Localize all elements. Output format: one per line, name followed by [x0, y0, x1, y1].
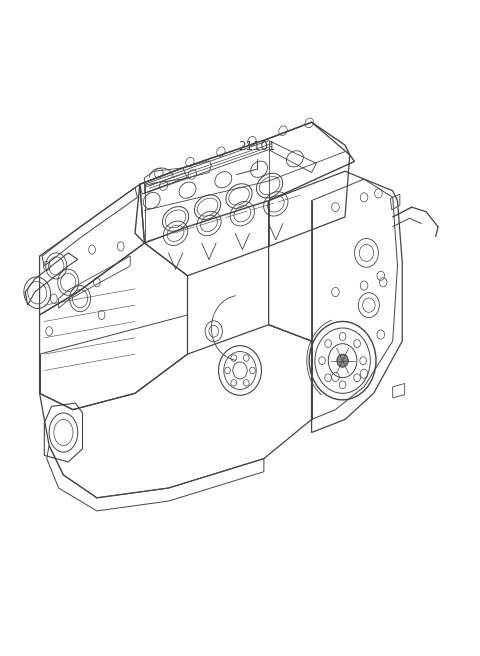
Ellipse shape	[337, 354, 348, 367]
Text: 21101: 21101	[238, 140, 276, 153]
